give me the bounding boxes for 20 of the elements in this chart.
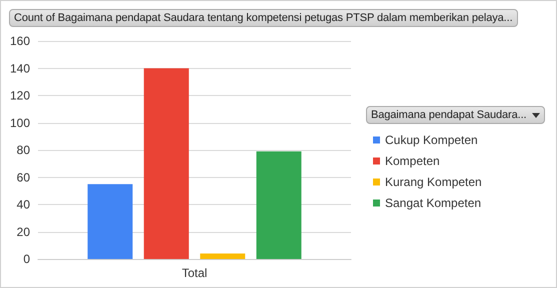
y-tick-label: 140 (10, 61, 30, 76)
legend-label: Kompeten (385, 154, 440, 168)
legend-label: Kurang Kompeten (385, 175, 482, 189)
bar (144, 68, 189, 259)
y-tick-label: 20 (16, 224, 30, 239)
y-tick-label: 160 (10, 34, 30, 48)
y-tick-label: 100 (10, 116, 30, 130)
y-tick-label: 60 (16, 170, 30, 184)
y-tick-label: 120 (10, 88, 30, 102)
chart-title: Count of Bagaimana pendapat Saudara tentang kompetensi petugas PTSP dalam memberikan pelaya... (9, 9, 518, 27)
y-tick-label: 0 (23, 252, 30, 266)
legend-title: Bagaimana pendapat Saudara... (366, 106, 544, 124)
y-tick-label: 40 (16, 198, 30, 212)
bar (88, 184, 133, 259)
bar (200, 254, 246, 259)
legend-label: Sangat Kompeten (385, 196, 482, 210)
x-tick-label: Total (182, 266, 208, 280)
legend-label: Cukup Kompeten (385, 133, 478, 147)
bar (256, 151, 302, 259)
y-tick-label: 80 (16, 143, 30, 157)
